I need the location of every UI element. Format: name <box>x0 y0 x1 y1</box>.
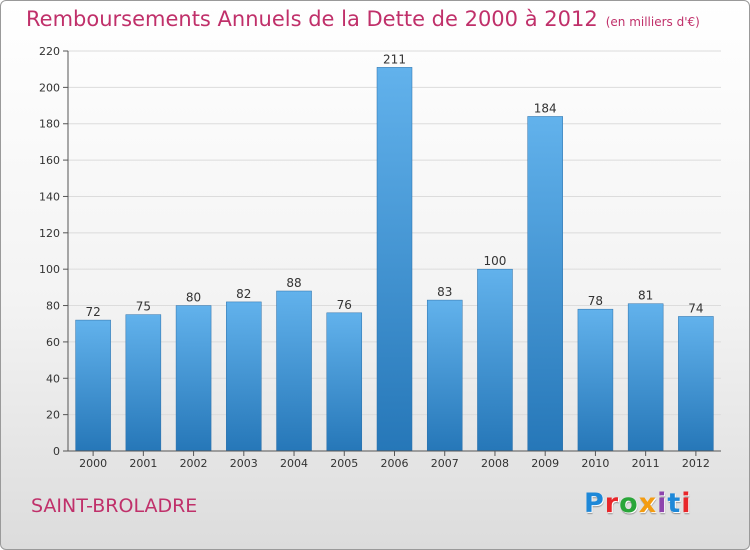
x-tick-label: 2002 <box>180 457 208 470</box>
x-tick-label: 2008 <box>481 457 509 470</box>
brand-letter: x <box>638 488 658 519</box>
bar <box>226 301 262 452</box>
bar-value-label: 81 <box>638 289 653 303</box>
x-tick-label: 2000 <box>79 457 107 470</box>
chart-title: Remboursements Annuels de la Dette de 20… <box>26 7 700 31</box>
bar <box>326 312 363 452</box>
brand-letter: i <box>681 488 692 519</box>
y-tick-label: 220 <box>39 45 60 58</box>
x-tick-label: 2007 <box>431 457 459 470</box>
brand-logo: Proxiti <box>584 488 692 519</box>
bar <box>125 314 162 452</box>
x-tick-label: 2010 <box>581 457 609 470</box>
bar-value-label: 184 <box>534 101 557 115</box>
brand-letter: t <box>667 488 682 519</box>
bar-value-label: 74 <box>688 301 703 315</box>
x-tick-label: 2011 <box>632 457 660 470</box>
bar <box>426 299 463 452</box>
x-tick-label: 2006 <box>381 457 409 470</box>
brand-letter: r <box>604 488 620 519</box>
bar <box>276 290 312 452</box>
y-tick-label: 0 <box>53 445 60 458</box>
brand-letter: i <box>657 488 668 519</box>
y-axis-ticks: 0 20 40 60 80 100 120 140 160 180 200 220 <box>39 45 68 458</box>
bar <box>627 303 664 452</box>
y-tick-label: 60 <box>46 336 60 349</box>
bar-value-label: 83 <box>437 285 452 299</box>
bar-value-label: 88 <box>286 276 301 290</box>
brand-letter: o <box>619 488 639 519</box>
y-tick-label: 140 <box>39 190 60 203</box>
bar <box>75 319 111 452</box>
y-tick-label: 20 <box>46 409 60 422</box>
axes <box>67 51 721 452</box>
x-tick-label: 2005 <box>330 457 358 470</box>
bar-value-label: 82 <box>236 287 251 301</box>
bar <box>678 316 714 452</box>
bar-value-label: 75 <box>136 300 151 314</box>
bar-value-label: 211 <box>383 52 406 66</box>
y-tick-label: 40 <box>46 372 60 385</box>
x-tick-label: 2001 <box>129 457 157 470</box>
bar <box>577 308 614 452</box>
y-tick-label: 80 <box>46 300 60 313</box>
y-tick-label: 200 <box>39 81 60 94</box>
bar-value-label: 72 <box>85 305 100 319</box>
bar <box>376 67 413 452</box>
city-name: SAINT-BROLADRE <box>31 495 198 517</box>
y-tick-label: 180 <box>39 118 60 131</box>
y-tick-label: 100 <box>39 263 60 276</box>
bar-value-label: 76 <box>337 298 352 312</box>
chart-subtitle: (en milliers d'€) <box>605 15 700 29</box>
x-axis-ticks: 2000 2001 2002 2003 2004 2005 2006 2007 2008 2009… <box>79 451 710 470</box>
bars <box>75 67 714 452</box>
bar <box>477 268 513 452</box>
data-labels: 72 75 80 82 88 76 211 83 100 184 78 81 74 <box>85 52 703 319</box>
brand-letter: P <box>584 488 605 519</box>
x-tick-label: 2004 <box>280 457 308 470</box>
y-tick-label: 120 <box>39 227 60 240</box>
y-tick-label: 160 <box>39 154 60 167</box>
bar <box>175 305 212 452</box>
x-tick-label: 2012 <box>682 457 710 470</box>
bar-value-label: 80 <box>186 291 201 305</box>
bar <box>527 116 563 452</box>
bar-value-label: 100 <box>484 254 507 268</box>
x-tick-label: 2003 <box>230 457 258 470</box>
chart-title-text: Remboursements Annuels de la Dette de 20… <box>26 7 598 31</box>
bar-value-label: 78 <box>588 294 603 308</box>
x-tick-label: 2009 <box>531 457 559 470</box>
